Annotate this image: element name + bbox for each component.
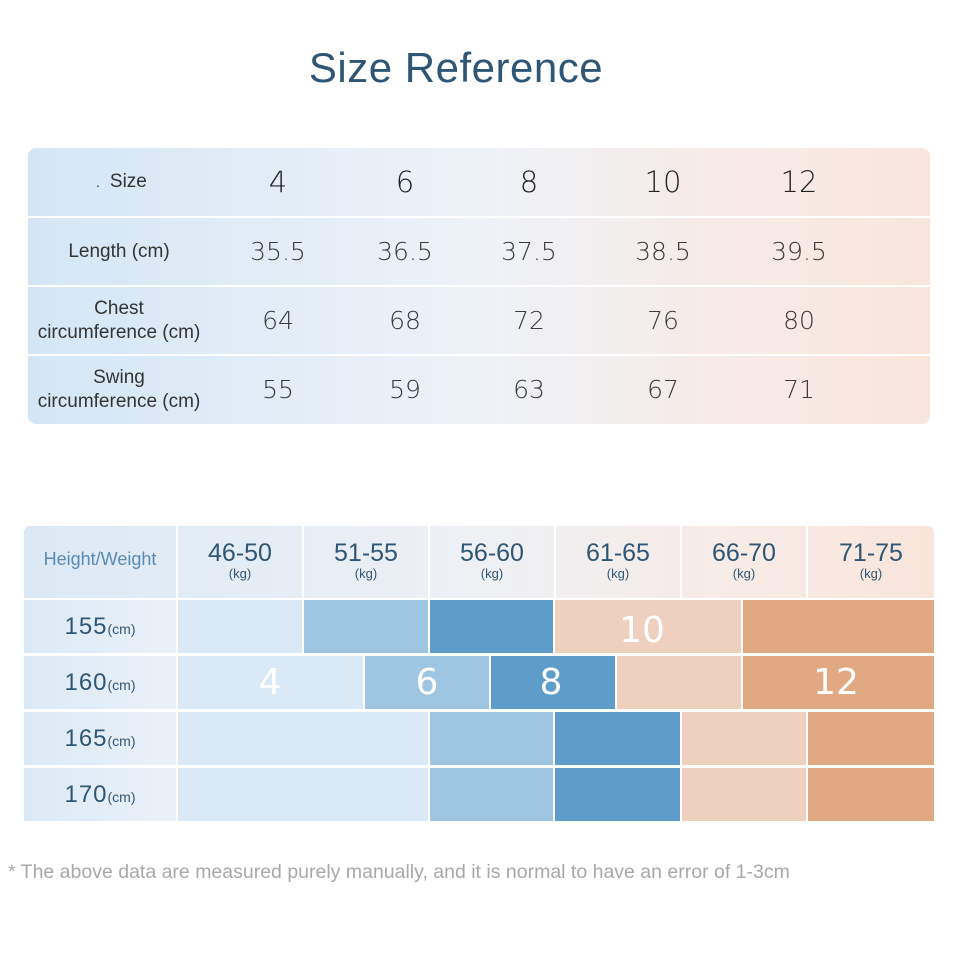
- size-reference-table: . Size 4 6 8 10 12 Length (cm) 35.5 36.5 …: [28, 148, 930, 424]
- height-label-165: 165(cm): [24, 712, 176, 765]
- size-segment: [743, 656, 934, 709]
- size-cell: 4: [268, 165, 288, 199]
- swing-row: Swing circumference (cm) 55 59 63 67 71: [28, 354, 930, 423]
- value-cell: 55: [262, 375, 294, 404]
- value-cell: 36.5: [377, 237, 433, 266]
- height-label-160: 160(cm): [24, 656, 176, 709]
- page-title: Size Reference: [308, 44, 604, 91]
- size-segment: [430, 712, 553, 765]
- size-segment: [178, 768, 428, 821]
- row-label-length: Length (cm): [68, 240, 170, 262]
- value-cell: 64: [262, 306, 294, 335]
- size-cell: 10: [644, 165, 682, 199]
- size-label-12: 12: [813, 662, 859, 703]
- height-label-170: 170(cm): [24, 768, 176, 821]
- value-cell: 71: [783, 375, 815, 404]
- weight-header-cell: 71-75 (kg): [806, 526, 934, 598]
- weight-header-cell: 51-55 (kg): [302, 526, 428, 598]
- size-label-10: 10: [619, 610, 665, 651]
- value-cell: 38.5: [635, 237, 691, 266]
- value-cell: 63: [513, 375, 545, 404]
- weight-header-cell: 61-65 (kg): [554, 526, 680, 598]
- row-label-swing: Swing circumference (cm): [37, 366, 201, 412]
- size-segment: [365, 656, 489, 709]
- size-segment: [178, 656, 363, 709]
- size-segment: [430, 600, 553, 653]
- size-segment: [178, 712, 428, 765]
- size-segment: [178, 600, 302, 653]
- value-cell: 72: [513, 306, 545, 335]
- value-cell: 76: [647, 306, 679, 335]
- height-weight-chart: Height/Weight 46-50 (kg) 51-55 (kg) 56-60(…: [24, 526, 934, 822]
- size-cell: 12: [780, 165, 818, 199]
- value-cell: 59: [389, 375, 421, 404]
- height-label-155: 155(cm): [24, 600, 176, 653]
- weight-header-cell: 46-50 (kg): [176, 526, 302, 598]
- weight-header-row: Height/Weight 46-50 (kg) 51-55 (kg) 56-60(…: [24, 526, 934, 598]
- size-segment: [304, 600, 428, 653]
- weight-header-cell: 56-60 (kg): [428, 526, 554, 598]
- value-cell: 37.5: [501, 237, 557, 266]
- size-header-label: . Size: [96, 171, 147, 192]
- size-segment: [808, 768, 934, 821]
- size-segment: [491, 656, 615, 709]
- value-cell: 68: [389, 306, 421, 335]
- chest-row: Chest circumference (cm) 64 68 72 76 80: [28, 285, 930, 354]
- weight-header-cell: 66-70 (kg): [680, 526, 806, 598]
- length-row: Length (cm) 35.5 36.5 37.5 38.5 39.5: [28, 216, 930, 285]
- size-segment: [555, 712, 680, 765]
- size-segment: [430, 768, 553, 821]
- size-segment: [682, 768, 806, 821]
- height-weight-corner-label: Height/Weight: [43, 549, 157, 569]
- value-cell: 67: [647, 375, 679, 404]
- size-segment: [808, 712, 934, 765]
- row-label-chest: Chest circumference (cm): [37, 297, 201, 343]
- size-segment: [555, 600, 741, 653]
- size-segment: [682, 712, 806, 765]
- value-cell: 80: [783, 306, 815, 335]
- size-label-prefix: .: [96, 174, 100, 190]
- value-cell: 39.5: [771, 237, 827, 266]
- size-segment: [555, 768, 680, 821]
- size-cell: 8: [519, 165, 539, 199]
- size-cell: 6: [395, 165, 415, 199]
- size-segment: [743, 600, 934, 653]
- size-segment: [617, 656, 741, 709]
- size-label-6: 6: [415, 662, 439, 703]
- size-header-row: . Size 4 6 8 10 12: [28, 148, 930, 216]
- size-label-8: 8: [539, 662, 563, 703]
- measurement-footnote: * The above data are measured purely man…: [8, 861, 790, 883]
- value-cell: 35.5: [250, 237, 306, 266]
- size-label-4: 4: [258, 662, 282, 703]
